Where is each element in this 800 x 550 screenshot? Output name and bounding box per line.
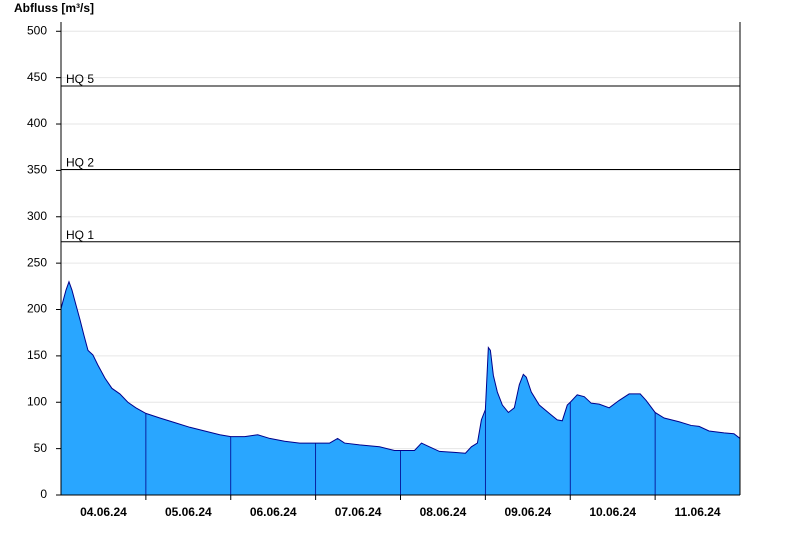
y-tick-label: 500 bbox=[27, 23, 47, 37]
x-tick-label: 09.06.24 bbox=[504, 505, 551, 519]
threshold-label: HQ 2 bbox=[66, 156, 94, 170]
y-tick-label: 0 bbox=[40, 487, 47, 501]
x-tick-label: 07.06.24 bbox=[335, 505, 382, 519]
y-tick-label: 50 bbox=[34, 441, 48, 455]
x-tick-label: 10.06.24 bbox=[589, 505, 636, 519]
y-tick-label: 200 bbox=[27, 302, 47, 316]
x-tick-label: 08.06.24 bbox=[420, 505, 467, 519]
chart-title: Abfluss [m³/s] bbox=[14, 1, 94, 15]
y-tick-label: 100 bbox=[27, 394, 47, 408]
x-tick-label: 05.06.24 bbox=[165, 505, 212, 519]
y-tick-label: 450 bbox=[27, 70, 47, 84]
y-tick-label: 300 bbox=[27, 209, 47, 223]
threshold-label: HQ 5 bbox=[66, 72, 94, 86]
area-line bbox=[60, 280, 741, 454]
y-tick-label: 250 bbox=[27, 255, 47, 269]
y-tick-label: 150 bbox=[27, 348, 47, 362]
threshold-label: HQ 1 bbox=[66, 228, 94, 242]
x-tick-label: 11.06.24 bbox=[675, 505, 721, 519]
x-tick-label: 06.06.24 bbox=[250, 505, 297, 519]
y-tick-label: 400 bbox=[27, 116, 47, 130]
x-tick-label: 04.06.24 bbox=[80, 505, 127, 519]
y-tick-label: 350 bbox=[27, 163, 47, 177]
